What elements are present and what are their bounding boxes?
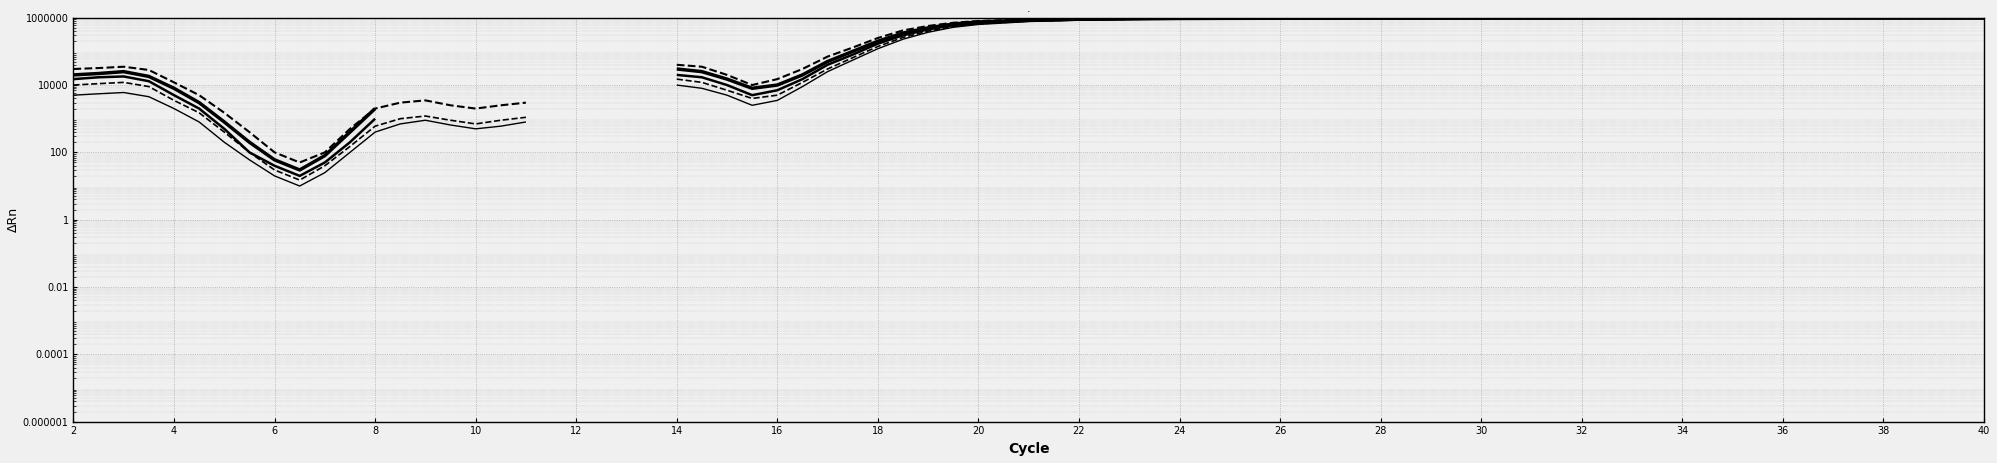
- X-axis label: Cycle: Cycle: [1008, 442, 1050, 456]
- Y-axis label: ΔRn: ΔRn: [6, 207, 20, 232]
- Title: ·: ·: [1026, 7, 1030, 17]
